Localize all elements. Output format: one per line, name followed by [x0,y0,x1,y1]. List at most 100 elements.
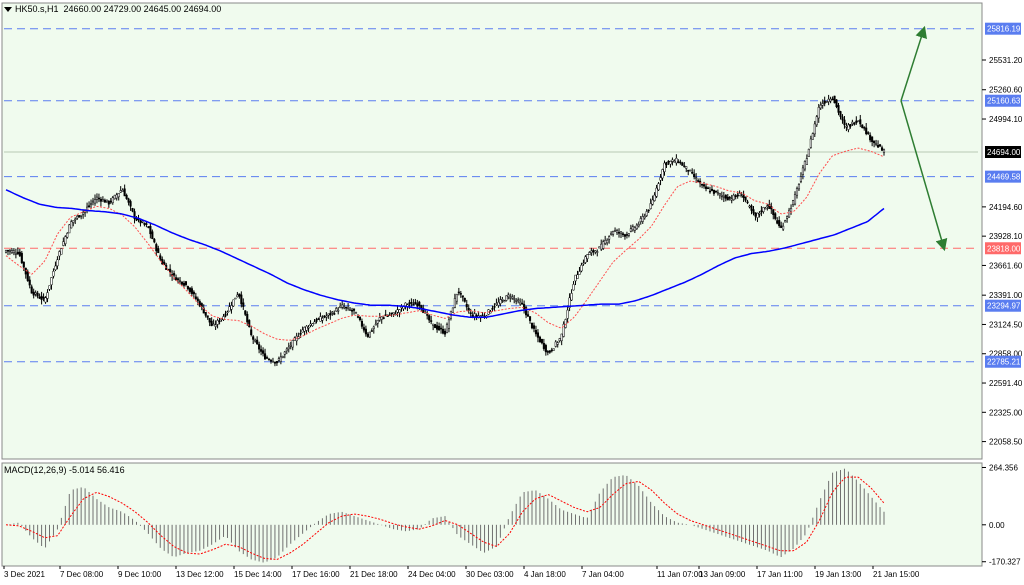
candle [550,347,553,353]
candle [859,114,862,128]
candle [50,276,53,290]
level-price-tag-2 [985,170,1021,183]
candle [256,336,259,345]
candle [799,172,802,184]
candle [70,219,73,229]
candle [62,237,65,247]
candle [882,148,886,156]
candle [861,124,864,129]
candle [786,215,789,223]
candle [242,298,245,310]
candle [738,190,741,197]
candle [801,164,804,180]
candle [178,277,182,285]
candle [218,317,221,325]
candle [758,211,761,218]
candle [503,299,506,303]
dropdown-triangle-icon[interactable] [4,7,12,13]
y-tick-label-4: 23928.10 [989,232,1023,241]
candle [645,209,648,218]
candle [155,242,158,256]
candle [784,219,787,223]
candle [82,209,85,219]
candle [606,238,609,246]
candle [805,154,808,165]
candle [467,304,470,314]
y-tick-label-9: 22591.40 [989,379,1023,388]
candle [34,290,37,297]
candle [604,235,607,246]
candle [457,287,460,296]
candle [307,325,310,333]
candle [362,323,365,333]
candle [586,254,589,263]
x-tick-label-6: 21 Dec 18:00 [350,570,398,579]
candle [64,235,67,247]
candle [695,173,698,184]
candle [192,290,195,298]
candle [578,266,581,275]
candle [722,191,725,203]
candle [143,222,146,227]
candle [147,226,150,229]
candle [97,193,100,203]
x-tick-label-15: 21 Jan 15:00 [873,570,920,579]
candle [509,293,512,303]
candle [287,342,290,353]
candle [113,194,116,200]
candle [311,323,314,327]
candle [329,310,332,320]
candle [323,315,326,319]
candle [18,248,21,258]
candle [236,291,239,298]
candle [240,291,243,308]
candle [232,299,235,307]
candle [491,305,494,312]
candle [857,120,860,123]
candle [125,193,128,200]
candle [127,197,130,206]
candle [412,299,415,306]
candle [339,302,342,309]
candle [809,135,812,149]
candle [275,360,278,366]
candle [576,270,579,279]
candle [52,268,55,279]
y-tick-label-3: 24194.60 [989,203,1023,212]
candle [766,203,769,211]
candle [673,159,676,163]
candle [851,119,854,126]
candle [321,315,324,324]
candle [398,309,401,318]
candle [701,183,704,189]
candle [66,232,69,239]
candle [617,228,621,238]
candle [566,305,569,324]
candle [793,191,797,206]
candle [878,143,882,148]
candle [206,315,209,320]
candle [238,293,241,299]
candle [119,186,122,193]
y-tick-label-0: 25531.20 [989,56,1023,65]
candle [91,197,95,206]
candle [797,183,801,192]
candle [748,204,751,209]
candle [410,298,413,307]
y-tick-label-1: 25260.60 [989,86,1023,95]
candle [283,350,286,359]
candle [194,292,197,300]
candle [204,312,207,318]
candle [374,319,377,326]
candle [151,229,154,240]
macd-title: MACD(12,26,9) -5.014 56.416 [4,465,125,475]
level-price-label-0: 25816.19 [987,25,1021,34]
candle [845,122,848,132]
candle [200,302,203,311]
y-tick-label-11: 22058.50 [989,438,1023,447]
main-plot-background [1,2,983,460]
candle [250,325,253,337]
candle [351,307,354,316]
candle [74,217,77,225]
